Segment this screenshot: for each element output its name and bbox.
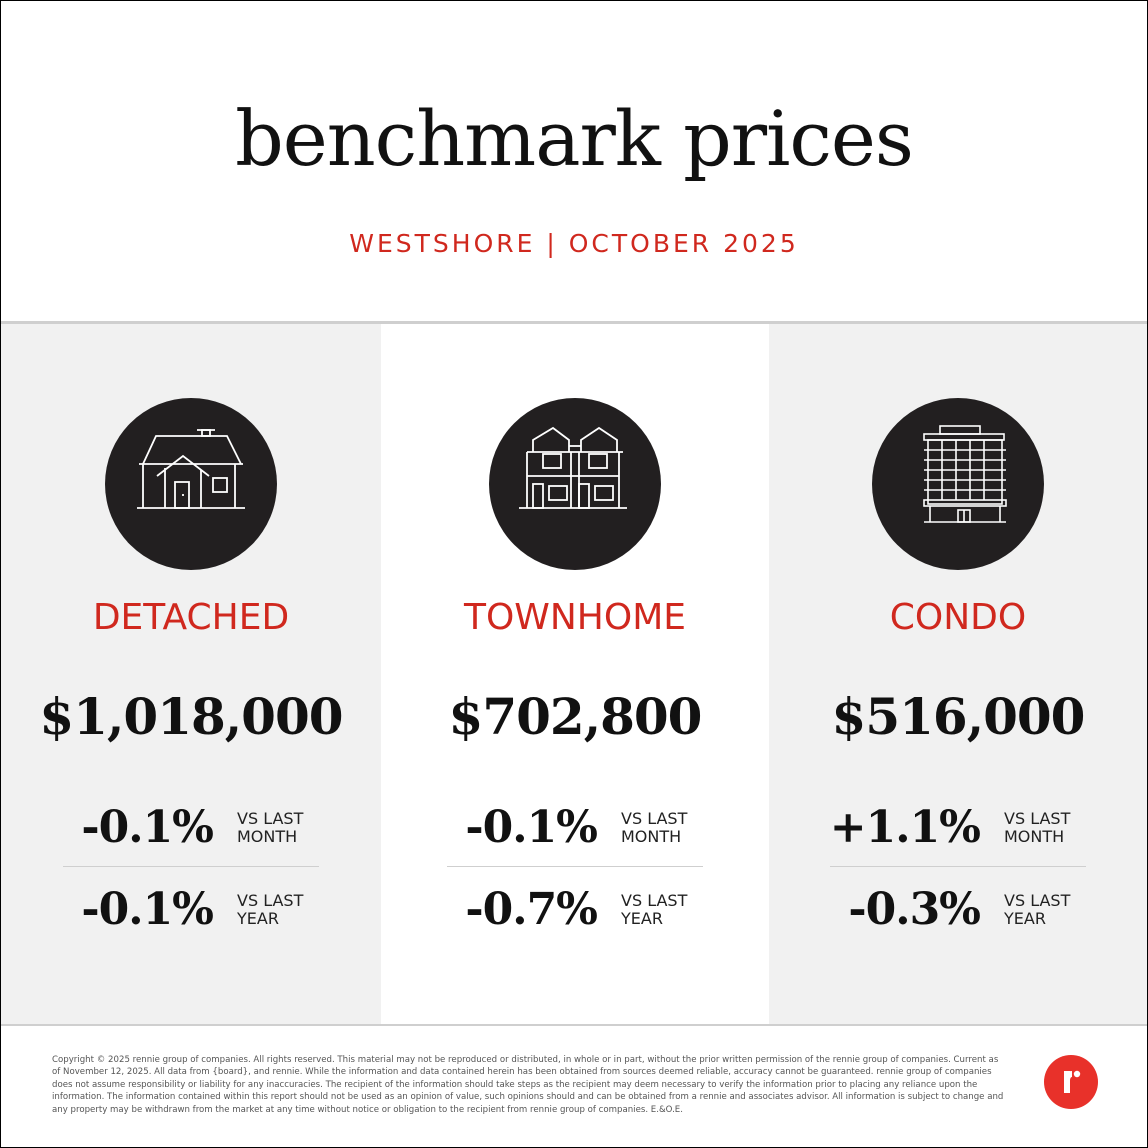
vs-last-text: VS LAST: [237, 809, 304, 828]
column-condo: CONDO $516,000 +1.1% VS LAST MONTH -0.3%…: [769, 324, 1147, 1024]
period-text: YEAR: [237, 909, 279, 928]
benchmark-price: $1,018,000: [39, 687, 343, 746]
vs-last-text: VS LAST: [1004, 809, 1071, 828]
vs-last-text: VS LAST: [621, 809, 688, 828]
month-change-row: -0.1% VS LAST MONTH: [437, 800, 711, 856]
stat-divider: [63, 866, 319, 867]
month-change-label: VS LAST MONTH: [621, 810, 711, 846]
month-change-value: -0.1%: [81, 802, 214, 853]
vs-last-text: VS LAST: [237, 891, 304, 910]
year-change-value: -0.7%: [465, 884, 598, 935]
vs-last-text: VS LAST: [621, 891, 688, 910]
category-label: TOWNHOME: [463, 597, 687, 638]
rennie-logo-icon: [1044, 1055, 1098, 1109]
page-title: benchmark prices: [235, 94, 914, 183]
month-change-label: VS LAST MONTH: [1004, 810, 1094, 846]
month-change-label: VS LAST MONTH: [237, 810, 327, 846]
header: benchmark prices WESTSHORE | OCTOBER 202…: [1, 1, 1147, 321]
column-townhome: TOWNHOME $702,800 -0.1% VS LAST MONTH -0…: [381, 324, 769, 1024]
stat-divider: [447, 866, 703, 867]
year-change-value: -0.3%: [848, 884, 981, 935]
header-divider: [1, 321, 1147, 324]
year-change-row: -0.7% VS LAST YEAR: [437, 882, 711, 938]
price-columns: DETACHED $1,018,000 -0.1% VS LAST MONTH …: [1, 324, 1147, 1024]
category-label: DETACHED: [92, 597, 290, 638]
year-change-label: VS LAST YEAR: [621, 892, 711, 928]
year-change-row: -0.3% VS LAST YEAR: [820, 882, 1094, 938]
category-label: CONDO: [889, 597, 1027, 638]
benchmark-price: $516,000: [831, 687, 1086, 746]
year-change-label: VS LAST YEAR: [237, 892, 327, 928]
house-icon: [105, 398, 277, 570]
year-change-label: VS LAST YEAR: [1004, 892, 1094, 928]
period-text: YEAR: [621, 909, 663, 928]
benchmark-price: $702,800: [448, 687, 703, 746]
period-text: MONTH: [237, 827, 298, 846]
year-change-row: -0.1% VS LAST YEAR: [53, 882, 327, 938]
period-text: MONTH: [1004, 827, 1065, 846]
townhome-icon: [489, 398, 661, 570]
column-detached: DETACHED $1,018,000 -0.1% VS LAST MONTH …: [1, 324, 381, 1024]
period-text: YEAR: [1004, 909, 1046, 928]
month-change-value: -0.1%: [465, 802, 598, 853]
month-change-row: -0.1% VS LAST MONTH: [53, 800, 327, 856]
stat-divider: [830, 866, 1086, 867]
condo-building-icon: [872, 398, 1044, 570]
month-change-row: +1.1% VS LAST MONTH: [820, 800, 1094, 856]
footer-divider: [1, 1024, 1147, 1026]
copyright-disclaimer: Copyright © 2025 rennie group of compani…: [52, 1055, 1004, 1115]
vs-last-text: VS LAST: [1004, 891, 1071, 910]
page-subtitle: WESTSHORE | OCTOBER 2025: [349, 229, 799, 258]
period-text: MONTH: [621, 827, 682, 846]
year-change-value: -0.1%: [81, 884, 214, 935]
month-change-value: +1.1%: [829, 802, 981, 853]
